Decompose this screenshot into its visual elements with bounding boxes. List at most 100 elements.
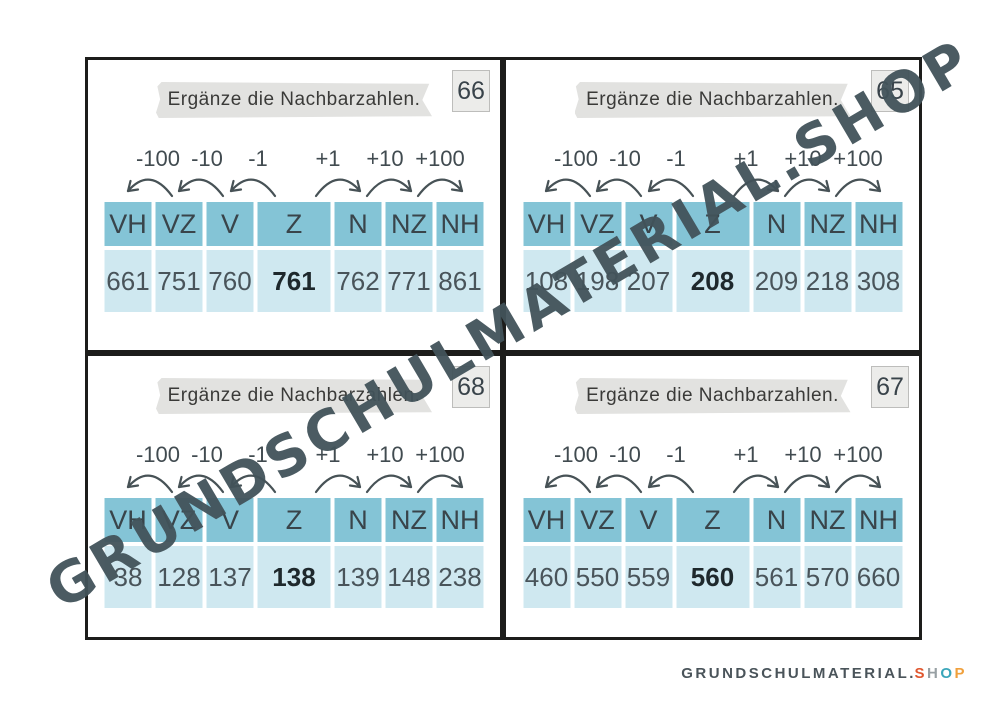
left-curved-arrow-icon [595, 474, 643, 494]
table-header-cell: VZ [574, 202, 621, 246]
left-curved-arrow-icon [647, 474, 695, 494]
brand-shop-letter-o: O [940, 665, 955, 682]
table-value-cell: 139 [334, 546, 382, 608]
table-value-cell: 38 [104, 546, 152, 608]
table-given-value-cell: 761 [257, 250, 331, 312]
table-header-cell: V [625, 202, 672, 246]
table-header-cell: VH [104, 498, 152, 542]
table-value-cell: 460 [523, 546, 570, 608]
table-value-cell: 137 [206, 546, 254, 608]
table-header-cell: VZ [155, 202, 203, 246]
table-header-cell: NZ [385, 202, 433, 246]
jump-label-minus10: -10 [609, 442, 641, 467]
jump-label-plus100: +100 [833, 146, 883, 171]
card-title-banner: Ergänze die Nachbarzahlen. [156, 82, 432, 118]
right-curved-arrow-icon [365, 178, 413, 198]
table-header-cell: NZ [804, 498, 851, 542]
left-curved-arrow-icon [229, 178, 277, 198]
jump-label-minus10: -10 [191, 146, 223, 171]
jump-label-plus1: +1 [733, 146, 759, 171]
table-header-cell: NH [436, 498, 484, 542]
card-number: 66 [457, 76, 485, 105]
table-header-cell: N [334, 202, 382, 246]
table-header-cell: VH [523, 498, 570, 542]
jump-label-minus10: -10 [191, 442, 223, 467]
brand-separator: . [909, 665, 915, 682]
table-value-cell: 561 [753, 546, 800, 608]
jump-label-minus100: -100 [135, 442, 181, 467]
card-number-badge: 65 [871, 70, 909, 112]
table-header-cell: N [753, 498, 800, 542]
left-curved-arrow-icon [177, 178, 225, 198]
left-curved-arrow-icon [544, 474, 592, 494]
table-header-cell: VZ [155, 498, 203, 542]
table-header-cell: NH [436, 202, 484, 246]
right-curved-arrow-icon [783, 474, 831, 494]
brand-shop-letter-p: P [954, 665, 967, 682]
worksheet-card-67: Ergänze die Nachbarzahlen. 67 -100 -10 -… [503, 353, 922, 640]
jump-label-plus10: +10 [366, 146, 404, 171]
right-curved-arrow-icon [416, 474, 464, 494]
card-title: Ergänze die Nachbarzahlen. [586, 385, 839, 406]
card-title: Ergänze die Nachbarzahlen. [167, 89, 421, 110]
right-curved-arrow-icon [416, 178, 464, 198]
table-value-cell: 198 [574, 250, 621, 312]
table-given-value-cell: 560 [676, 546, 749, 608]
card-number: 68 [457, 372, 485, 401]
table-header-cell: NH [855, 202, 902, 246]
card-title: Ergänze die Nachbarzahlen. [586, 89, 839, 110]
card-number-badge: 68 [452, 366, 490, 408]
card-number-badge: 66 [452, 70, 490, 112]
table-given-value-cell: 138 [257, 546, 331, 608]
left-curved-arrow-icon [544, 178, 592, 198]
table-header-cell: Z [257, 202, 331, 246]
jump-label-minus100: -100 [135, 146, 181, 171]
table-header-cell: V [625, 498, 672, 542]
table-value-cell: 570 [804, 546, 851, 608]
jump-label-minus1: -1 [666, 146, 686, 171]
jump-label-minus1: -1 [248, 442, 268, 467]
place-value-table: VH VZ V Z N NZ NH 38 128 137 138 139 148… [104, 498, 484, 608]
table-value-cell: 218 [804, 250, 851, 312]
place-value-table: VH VZ V Z N NZ NH 108 198 207 208 209 21… [523, 202, 902, 312]
left-curved-arrow-icon [595, 178, 643, 198]
table-value-cell: 308 [855, 250, 902, 312]
table-value-cell: 238 [436, 546, 484, 608]
right-curved-arrow-icon [834, 474, 882, 494]
table-value-cell: 861 [436, 250, 484, 312]
jump-label-plus1: +1 [315, 146, 341, 171]
table-header-cell: V [206, 202, 254, 246]
card-number: 67 [876, 372, 904, 401]
brand-shop-letter-h: H [926, 665, 941, 682]
table-value-cell: 771 [385, 250, 433, 312]
jump-label-minus100: -100 [553, 146, 599, 171]
jump-label-minus100: -100 [553, 442, 599, 467]
right-curved-arrow-icon [314, 178, 362, 198]
table-value-cell: 559 [625, 546, 672, 608]
brand-name: GRUNDSCHULMATERIAL [681, 665, 910, 682]
brand-footer: GRUNDSCHULMATERIAL.SHOP [681, 665, 967, 682]
card-number-badge: 67 [871, 366, 909, 408]
table-header-cell: NZ [385, 498, 433, 542]
card-title-banner: Ergänze die Nachbarzahlen. [574, 82, 851, 118]
right-curved-arrow-icon [834, 178, 882, 198]
jump-label-plus100: +100 [415, 442, 465, 467]
right-curved-arrow-icon [732, 474, 780, 494]
table-header-cell: Z [676, 498, 749, 542]
table-header-cell: Z [257, 498, 331, 542]
table-header-cell: VH [104, 202, 152, 246]
table-value-cell: 660 [855, 546, 902, 608]
table-value-cell: 751 [155, 250, 203, 312]
card-title-banner: Ergänze die Nachbarzahlen. [156, 378, 432, 414]
jump-label-plus1: +1 [733, 442, 759, 467]
table-given-value-cell: 208 [676, 250, 749, 312]
left-curved-arrow-icon [126, 178, 174, 198]
table-value-cell: 128 [155, 546, 203, 608]
place-value-table: VH VZ V Z N NZ NH 460 550 559 560 561 57… [523, 498, 902, 608]
brand-shop-letter-s: S [914, 665, 927, 682]
table-header-cell: NZ [804, 202, 851, 246]
jump-label-minus10: -10 [609, 146, 641, 171]
worksheet-card-66: Ergänze die Nachbarzahlen. 66 -100 -10 -… [85, 57, 503, 353]
table-header-cell: VH [523, 202, 570, 246]
table-value-cell: 148 [385, 546, 433, 608]
